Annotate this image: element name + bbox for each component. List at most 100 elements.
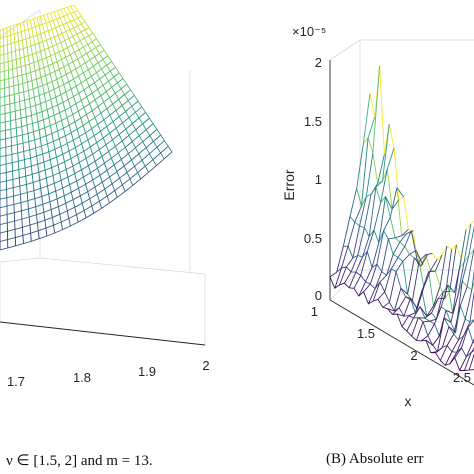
panel-b-mesh-line	[439, 345, 448, 361]
panel-a-mesh-line	[77, 110, 82, 119]
panel-a-mesh-line	[94, 56, 99, 64]
panel-a-mesh-line	[131, 159, 136, 167]
panel-a-mesh-line	[84, 62, 89, 70]
panel-b-mesh-line	[413, 306, 421, 319]
panel-a-mesh-line	[77, 17, 82, 25]
panel-a-mesh-line	[103, 49, 109, 57]
panel-a-mesh-line	[100, 95, 105, 103]
panel-a-mesh-line	[70, 158, 74, 167]
panel-a-mesh-line	[77, 58, 81, 67]
panel-a-mesh-line	[41, 196, 44, 205]
panel-a-mesh-line	[78, 162, 82, 170]
panel-b-mesh-line	[365, 152, 374, 197]
panel-a-mesh-line	[153, 141, 158, 148]
panel-a-mesh-line	[27, 29, 31, 38]
panel-a-mesh-line	[100, 113, 105, 121]
panel-b-x-tick: 2	[410, 348, 417, 363]
panel-b-mesh-line	[406, 230, 414, 235]
panel-a-mesh-line	[21, 40, 24, 49]
panel-a-mesh-line	[76, 214, 79, 223]
panel-a-mesh-line	[145, 147, 150, 154]
panel-b-mesh-line	[342, 216, 351, 247]
panel-a-mesh-line	[102, 137, 107, 145]
panel-a-mesh-line	[82, 72, 87, 80]
panel-a-mesh-line	[120, 159, 125, 167]
panel-b-mesh-line	[394, 235, 402, 239]
panel-a-mesh-line	[73, 96, 77, 104]
panel-b-mesh-line	[411, 261, 420, 301]
panel-a-mesh-line	[33, 131, 36, 140]
panel-a-mesh-line	[40, 77, 44, 86]
panel-b-mesh-line	[353, 275, 362, 289]
panel-a-mesh-line	[17, 32, 19, 42]
panel-a-mesh-line	[59, 17, 64, 25]
panel-a-mesh-line	[16, 24, 19, 33]
panel-a-mesh-line	[145, 129, 151, 136]
panel-a-mesh-line	[135, 147, 140, 155]
panel-a-mesh-line	[97, 168, 101, 176]
panel-b-mesh-line	[368, 187, 377, 237]
panel-a-mesh-line	[68, 150, 72, 159]
panel-a-mesh-line	[57, 35, 62, 43]
panel-b-caption: (B) Absolute err	[326, 451, 424, 467]
panel-a-mesh-line	[118, 72, 124, 79]
panel-b-mesh-line	[419, 306, 428, 317]
panel-b-mesh-line	[363, 194, 372, 228]
panel-a-mesh-line	[100, 44, 105, 51]
panel-a-mesh-line	[13, 94, 16, 103]
panel-b-mesh-line	[430, 259, 438, 271]
panel-b-mesh-line	[447, 284, 455, 293]
panel-a-mesh-line	[63, 8, 68, 16]
panel-a-mesh-line	[28, 216, 31, 226]
panel-b-mesh-line	[359, 196, 367, 227]
panel-a-mesh-line	[72, 61, 77, 70]
panel-a-mesh-line	[85, 114, 90, 122]
panel-a-mesh-line	[25, 38, 28, 48]
panel-a-mesh-line	[80, 100, 85, 108]
panel-b-z-tick: 1.5	[304, 114, 322, 129]
panel-a-mesh-line	[61, 59, 65, 68]
panel-a-mesh-line	[63, 195, 67, 204]
panel-a-mesh-line	[103, 102, 108, 109]
panel-a-mesh-line	[51, 167, 54, 176]
panel-a-mesh-line	[45, 57, 49, 66]
panel-b-mesh-line	[388, 237, 396, 240]
panel-a-mesh-line	[85, 158, 89, 166]
panel-a-mesh-line	[53, 11, 58, 20]
panel-a-mesh-line	[41, 111, 44, 120]
panel-a-mesh-line	[41, 24, 45, 33]
panel-a-mesh-line	[26, 184, 28, 193]
panel-a-mesh-line	[58, 26, 63, 34]
panel-a-mesh-line	[120, 88, 125, 95]
panel-a-mesh-line	[109, 70, 115, 78]
panel-a-mesh-line	[91, 41, 97, 48]
panel-b-mesh-line	[355, 256, 363, 273]
panel-a-mesh-line	[27, 90, 30, 99]
panel-b-mesh-line	[439, 246, 448, 287]
panel-a-mesh-line	[50, 99, 53, 108]
panel-b-mesh-line	[435, 347, 443, 354]
panel-a-mesh-line	[101, 156, 105, 164]
panel-a-mesh-line	[29, 225, 32, 234]
panel-a-mesh-line	[70, 71, 75, 80]
panel-b-mesh-line	[445, 309, 453, 314]
panel-a-mesh-line	[56, 18, 60, 27]
panel-a-mesh-line	[45, 75, 48, 84]
panel-a-mesh-line	[42, 204, 45, 213]
panel-a-mesh-line	[31, 28, 34, 37]
panel-a-mesh-line	[23, 21, 26, 31]
panel-b-x-axis-label: x	[405, 393, 412, 409]
panel-a-mesh-line	[103, 119, 108, 127]
panel-a-mesh-line	[126, 172, 131, 179]
panel-a-mesh-line	[65, 74, 70, 82]
panel-a-mesh-line	[96, 142, 100, 150]
panel-a-mesh-line	[32, 88, 35, 98]
panel-a-mesh-line	[121, 140, 126, 148]
panel-b-mesh-line	[458, 318, 466, 340]
panel-a-mesh-line	[40, 33, 44, 42]
panel-a-mesh-line	[73, 19, 78, 27]
panel-a-mesh-line	[122, 78, 128, 85]
panel-a-mesh-line	[62, 154, 65, 162]
panel-a-mesh-line	[48, 47, 52, 57]
